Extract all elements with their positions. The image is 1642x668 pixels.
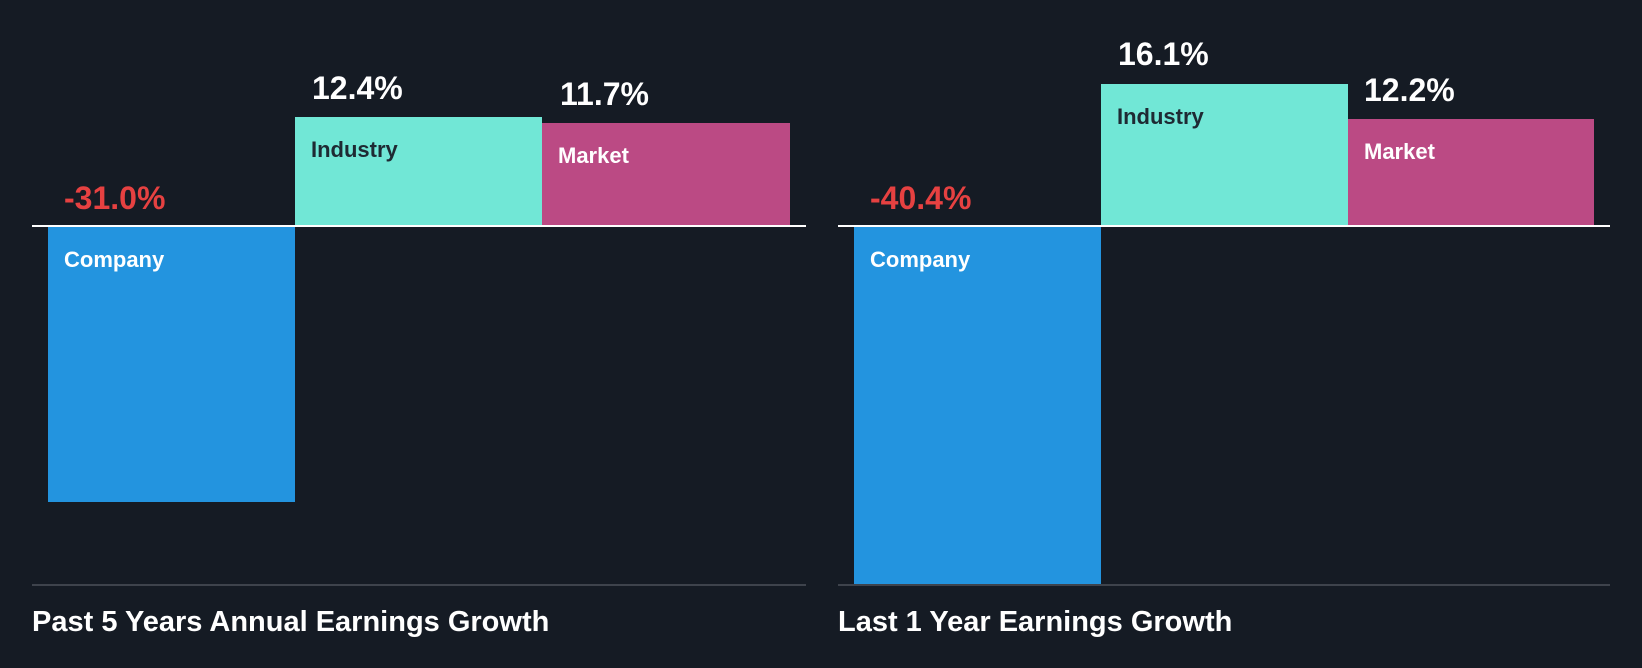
- chart-title: Last 1 Year Earnings Growth: [838, 606, 1233, 638]
- company-bar: Company: [48, 227, 295, 502]
- company-value: -31.0%: [64, 180, 166, 216]
- market-bar: Market: [542, 123, 790, 225]
- industry-bar: Industry: [295, 117, 542, 225]
- market-value: 12.2%: [1364, 72, 1455, 108]
- bottom-axis: [838, 584, 1610, 586]
- industry-bar-label: Industry: [1117, 104, 1204, 129]
- industry-bar: Industry: [1101, 84, 1348, 225]
- market-bar: Market: [1348, 119, 1594, 225]
- zero-baseline: [838, 225, 1610, 227]
- chart-title: Past 5 Years Annual Earnings Growth: [32, 606, 550, 638]
- zero-baseline: [32, 225, 806, 227]
- company-bar: Company: [854, 227, 1101, 584]
- industry-bar-label: Industry: [311, 137, 398, 162]
- company-bar-label: Company: [64, 247, 165, 272]
- market-bar-label: Market: [1364, 139, 1435, 164]
- industry-value: 12.4%: [312, 70, 403, 106]
- market-value: 11.7%: [560, 76, 649, 112]
- company-value: -40.4%: [870, 180, 972, 216]
- chart-panel-past-5-years: 12.4% 11.7% -31.0% Industry Market Compa…: [0, 0, 820, 668]
- industry-value: 16.1%: [1118, 36, 1209, 72]
- bottom-axis: [32, 584, 806, 586]
- company-bar-label: Company: [870, 247, 971, 272]
- market-bar-label: Market: [558, 143, 629, 168]
